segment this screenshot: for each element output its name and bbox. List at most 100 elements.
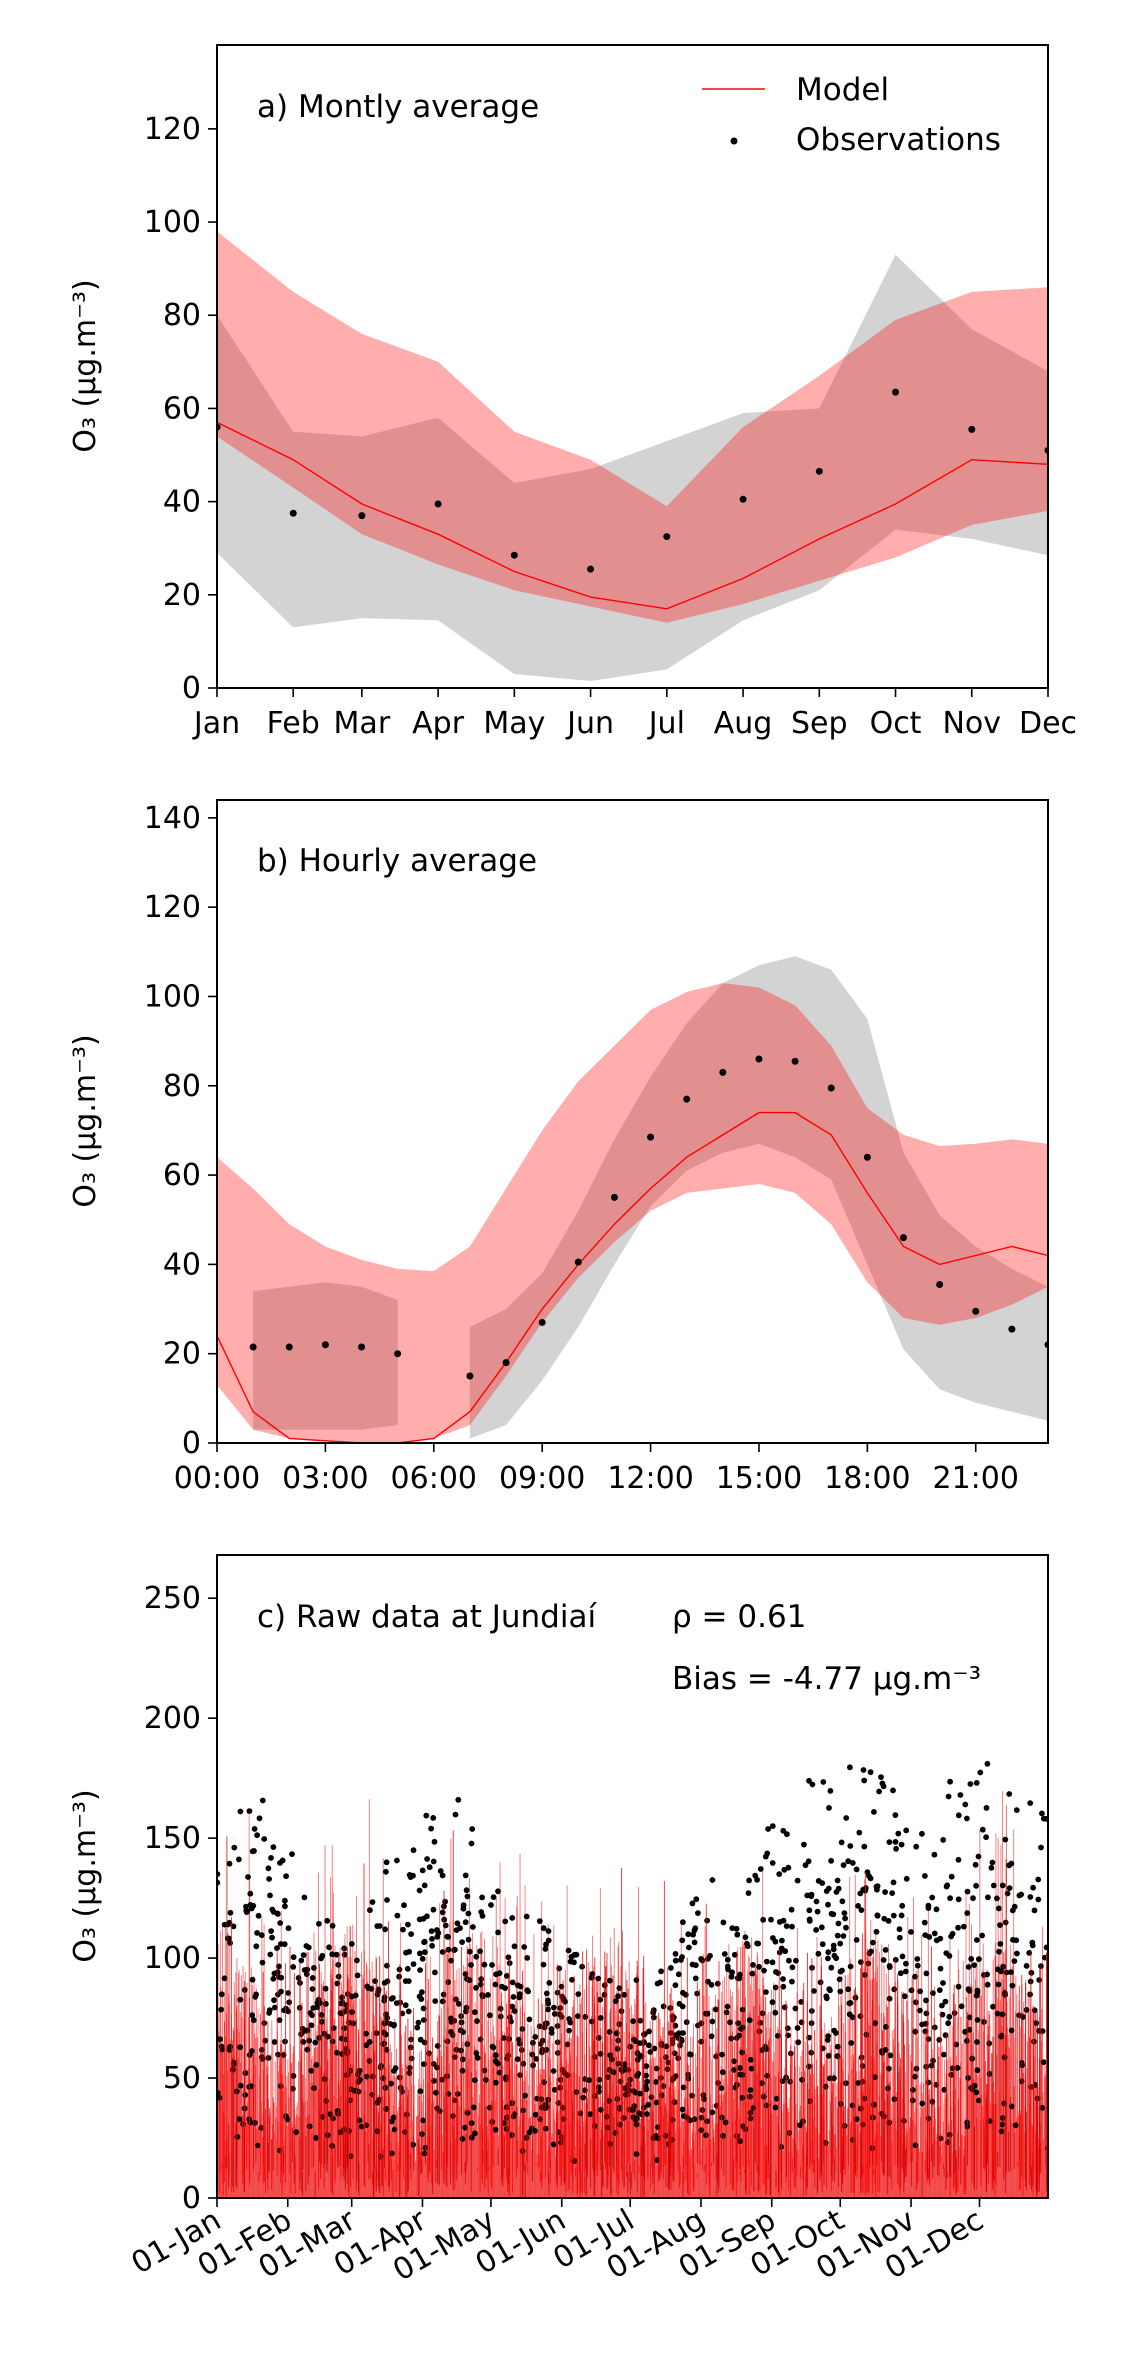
observation-point (940, 1837, 947, 1843)
observation-point (857, 1890, 864, 1897)
observation-point (999, 1882, 1006, 1889)
observation-point (729, 1925, 736, 1931)
observation-point (914, 1962, 921, 1969)
observation-point (1029, 1939, 1036, 1946)
legend: Model Observations (702, 72, 1001, 158)
observation-point (709, 2018, 716, 2025)
observation-point (861, 1843, 868, 1850)
observation-point (876, 1788, 882, 1795)
observation-point (536, 2023, 543, 2030)
observation-point (495, 1888, 501, 1895)
observation-point (750, 2105, 757, 2111)
observation-point (1010, 1936, 1016, 1943)
x-tick-label: Dec (1019, 706, 1077, 741)
observation-point (545, 2000, 552, 2007)
observation-point (806, 1777, 812, 1784)
observations-range-band (253, 1282, 398, 1430)
observation-point (775, 2032, 781, 2039)
observation-point (227, 1909, 234, 1916)
observation-point (305, 1944, 312, 1951)
observation-point (687, 2051, 694, 2058)
observation-point (574, 1258, 582, 1266)
observation-point (430, 1858, 437, 1865)
observation-point (886, 1839, 893, 1845)
observation-point (881, 1915, 888, 1922)
observation-point (1012, 2122, 1019, 2129)
observation-point (1035, 1896, 1042, 1903)
observation-point (495, 1929, 501, 1936)
observation-point (853, 1937, 860, 1943)
observation-point (226, 1919, 233, 1926)
observation-point (903, 1875, 910, 1882)
observation-point (752, 1872, 759, 1879)
observation-point (489, 2043, 496, 2050)
observation-point (266, 2010, 272, 2016)
observation-point (873, 1928, 880, 1935)
observation-point (272, 2004, 278, 2011)
observation-point (994, 2010, 1001, 2017)
observation-point (813, 1898, 820, 1905)
observation-point (930, 1990, 936, 1996)
observation-point (736, 1975, 743, 1982)
observation-point (891, 2096, 898, 2103)
observation-point (814, 1908, 821, 1915)
observation-point (523, 1913, 530, 1920)
observation-point (825, 1955, 831, 1962)
model-range-band (217, 231, 1048, 623)
observation-point (268, 1855, 274, 1861)
observation-point (569, 1976, 575, 1983)
observation-point (299, 2025, 306, 2032)
observation-point (217, 2036, 224, 2043)
observation-point (249, 1343, 257, 1351)
observation-point (680, 2030, 686, 2036)
observation-point (314, 2004, 321, 2011)
observation-point (304, 2027, 311, 2034)
observation-point (627, 2076, 633, 2083)
observation-point (773, 1969, 779, 1975)
observation-point (481, 1961, 488, 1968)
observation-point (1016, 1892, 1023, 1899)
observation-point (957, 1792, 964, 1798)
observation-point (1035, 1876, 1042, 1883)
observation-point (825, 1949, 832, 1956)
observation-point (922, 1932, 929, 1938)
observation-point (308, 2022, 315, 2029)
observation-point (492, 2079, 499, 2086)
observation-point (247, 1890, 254, 1897)
observation-point (1002, 1836, 1009, 1843)
observation-point (739, 495, 747, 503)
observation-point (364, 1983, 371, 1990)
observation-point (679, 1954, 685, 1960)
observation-point (755, 1055, 763, 1063)
observation-point (679, 2106, 686, 2113)
observation-point (311, 1965, 317, 1971)
observation-point (262, 2037, 269, 2044)
observation-point (997, 1941, 1004, 1947)
observation-point (785, 1864, 792, 1871)
observation-point (898, 1841, 905, 1848)
observation-point (676, 2030, 682, 2036)
observation-point (237, 2082, 244, 2089)
observation-point (831, 2075, 837, 2082)
observation-point (811, 1988, 817, 1994)
observation-point (396, 1973, 402, 1980)
observation-point (964, 1910, 971, 1916)
observation-point (479, 1894, 485, 1901)
observation-point (533, 2056, 540, 2062)
observation-point (271, 1997, 277, 2004)
observation-point (318, 1955, 324, 1962)
observation-point (314, 1999, 321, 2006)
observation-point (1011, 1958, 1018, 1964)
observation-point (983, 1834, 989, 1841)
observation-point (250, 2017, 257, 2024)
observation-point (724, 1956, 731, 1963)
observation-point (246, 1808, 253, 1814)
observation-point (419, 1955, 426, 1962)
observation-point (882, 1889, 888, 1895)
observation-point (676, 2000, 683, 2007)
x-axis: 01-Jan01-Feb01-Mar01-Apr01-May01-Jun01-J… (126, 2198, 990, 2288)
observation-point (863, 2031, 870, 2038)
observation-point (1013, 1807, 1020, 1813)
observation-point (946, 2013, 953, 2020)
